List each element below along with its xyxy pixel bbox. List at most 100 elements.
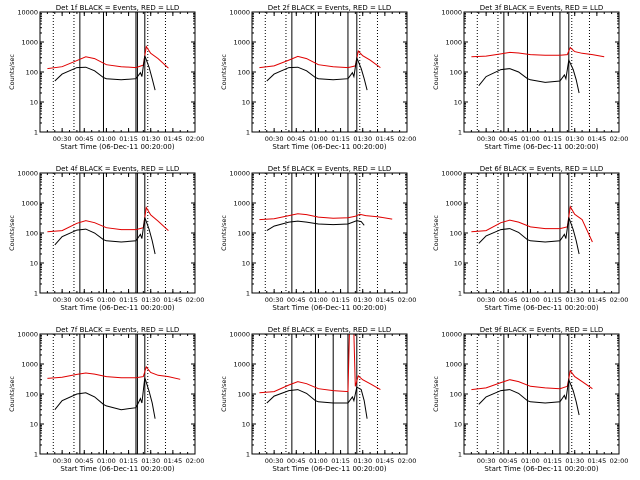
x-tick-label: 01:00 — [521, 457, 540, 465]
x-tick-label: 00:45 — [75, 135, 94, 143]
x-tick-label: 01:45 — [587, 296, 606, 304]
y-tick-label: 1000 — [233, 200, 250, 208]
y-tick-label: 1000 — [445, 361, 462, 369]
lld-series-line — [471, 205, 593, 243]
x-tick-label: 01:00 — [309, 457, 328, 465]
plot-frame — [463, 333, 620, 455]
lld-series-line — [47, 45, 169, 70]
y-tick-label: 1000 — [445, 200, 462, 208]
x-tick-label: 00:30 — [53, 296, 72, 304]
lld-series-line — [259, 333, 381, 394]
y-tick-label: 100 — [238, 69, 250, 77]
events-series-line — [266, 386, 368, 419]
y-tick-label: 1000 — [233, 39, 250, 47]
y-tick-label: 100 — [26, 69, 38, 77]
y-tick-label: 1 — [246, 290, 250, 298]
x-tick-label: 00:30 — [477, 296, 496, 304]
y-axis-label: Counts/sec — [220, 376, 228, 412]
y-tick-label: 10 — [454, 260, 462, 268]
x-tick-label: 02:00 — [186, 457, 205, 465]
x-tick-label: 00:30 — [53, 457, 72, 465]
x-tick-label: 01:15 — [331, 135, 350, 143]
x-tick-label: 00:30 — [265, 135, 284, 143]
plot-frame — [251, 172, 408, 294]
x-axis-label: Start Time (06-Dec-11 00:20:00) — [484, 143, 598, 151]
lld-series-line — [259, 213, 393, 221]
x-tick-label: 02:00 — [398, 135, 417, 143]
plot-frame — [39, 11, 196, 133]
y-axis-label: Counts/sec — [432, 54, 440, 90]
y-tick-label: 10 — [242, 99, 250, 107]
y-tick-label: 1000 — [21, 200, 38, 208]
x-tick-label: 00:30 — [477, 457, 496, 465]
x-axis-label: Start Time (06-Dec-11 00:20:00) — [484, 304, 598, 312]
panel-title: Det 6f BLACK = Events, RED = LLD — [480, 165, 603, 173]
x-tick-label: 01:00 — [97, 135, 116, 143]
x-tick-label: 01:45 — [163, 135, 182, 143]
y-axis-label: Counts/sec — [8, 54, 16, 90]
x-tick-label: 01:30 — [353, 296, 372, 304]
lld-series-line — [259, 49, 381, 69]
y-axis-label: Counts/sec — [8, 376, 16, 412]
x-tick-label: 00:45 — [75, 457, 94, 465]
panel-det-4: 1 10 100 1000 10000 00:30 00:45 01:00 01:15 01:30… — [8, 165, 204, 312]
y-tick-label: 1 — [34, 451, 38, 459]
panel-det-7: 1 10 100 1000 10000 00:30 00:45 01:00 01:15 01:30… — [8, 326, 204, 473]
y-tick-label: 10000 — [229, 170, 250, 178]
x-tick-label: 00:45 — [287, 135, 306, 143]
events-series-line — [54, 217, 156, 255]
y-tick-label: 1 — [458, 290, 462, 298]
y-axis-label: Counts/sec — [220, 215, 228, 251]
x-tick-label: 01:30 — [141, 135, 160, 143]
y-tick-label: 10 — [242, 260, 250, 268]
x-tick-label: 01:30 — [141, 457, 160, 465]
x-tick-label: 01:00 — [309, 135, 328, 143]
x-tick-label: 01:00 — [521, 296, 540, 304]
x-tick-label: 01:15 — [543, 135, 562, 143]
x-tick-label: 00:45 — [499, 135, 518, 143]
panel-det-3: 1 10 100 1000 10000 00:30 00:45 01:00 01:15 01:30… — [432, 4, 628, 151]
x-axis-label: Start Time (06-Dec-11 00:20:00) — [60, 465, 174, 473]
y-tick-label: 10000 — [17, 331, 38, 339]
events-series-line — [478, 377, 580, 416]
x-tick-label: 01:00 — [521, 135, 540, 143]
panel-det-9: 1 10 100 1000 10000 00:30 00:45 01:00 01:15 01:30… — [432, 326, 628, 473]
x-tick-label: 01:15 — [119, 135, 138, 143]
panel-title: Det 5f BLACK = Events, RED = LLD — [268, 165, 391, 173]
x-tick-label: 01:45 — [587, 135, 606, 143]
x-tick-label: 00:45 — [499, 296, 518, 304]
x-tick-label: 01:30 — [565, 135, 584, 143]
y-tick-label: 100 — [450, 69, 462, 77]
x-tick-label: 01:00 — [97, 296, 116, 304]
x-tick-label: 01:45 — [375, 296, 394, 304]
x-tick-label: 00:45 — [75, 296, 94, 304]
x-tick-label: 00:30 — [265, 296, 284, 304]
x-tick-label: 00:30 — [265, 457, 284, 465]
lld-series-line — [47, 365, 181, 380]
x-tick-label: 01:30 — [141, 296, 160, 304]
x-tick-label: 02:00 — [398, 457, 417, 465]
y-tick-label: 1 — [34, 129, 38, 137]
panel-title: Det 1f BLACK = Events, RED = LLD — [56, 4, 179, 12]
x-tick-label: 01:00 — [97, 457, 116, 465]
x-tick-label: 01:45 — [375, 457, 394, 465]
x-tick-label: 01:30 — [565, 457, 584, 465]
y-tick-label: 10000 — [17, 9, 38, 17]
y-tick-label: 10 — [454, 99, 462, 107]
plot-frame — [463, 11, 620, 133]
y-axis-label: Counts/sec — [8, 215, 16, 251]
y-tick-label: 100 — [26, 391, 38, 399]
x-tick-label: 01:45 — [163, 457, 182, 465]
lld-series-line — [47, 206, 169, 233]
y-tick-label: 1 — [34, 290, 38, 298]
y-tick-label: 10000 — [229, 9, 250, 17]
y-tick-label: 100 — [238, 230, 250, 238]
y-tick-label: 10 — [242, 421, 250, 429]
y-tick-label: 10000 — [441, 331, 462, 339]
x-tick-label: 00:30 — [477, 135, 496, 143]
y-tick-label: 1 — [246, 129, 250, 137]
x-axis-label: Start Time (06-Dec-11 00:20:00) — [484, 465, 598, 473]
panel-title: Det 3f BLACK = Events, RED = LLD — [480, 4, 603, 12]
